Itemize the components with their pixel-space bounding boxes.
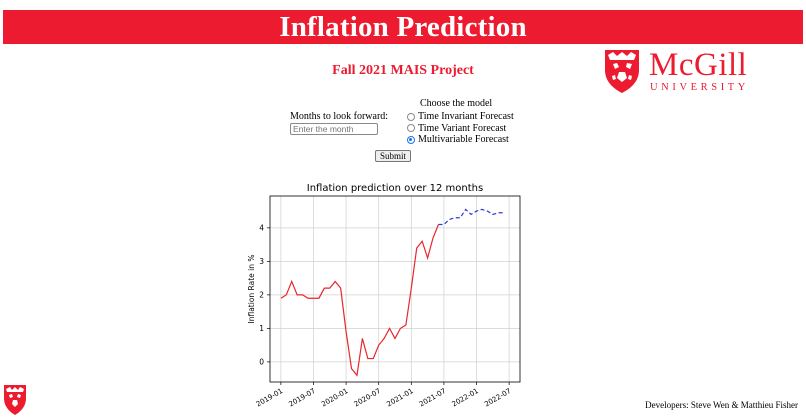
months-form: Months to look forward: <box>290 111 388 135</box>
radio-time-variant[interactable] <box>407 124 415 133</box>
x-tick-label: 2020-01 <box>320 387 349 409</box>
logo-wordmark: McGill <box>649 47 748 83</box>
model-selector: Choose the model Time Invariant Forecast… <box>407 98 514 146</box>
option-multivariable[interactable]: Multivariable Forecast <box>407 134 514 146</box>
y-tick-label: 0 <box>259 357 264 366</box>
option-label: Time Invariant Forecast <box>418 111 514 123</box>
forecast-series-line <box>438 208 504 226</box>
model-label: Choose the model <box>420 98 493 109</box>
title-bar: Inflation Prediction <box>3 10 803 44</box>
x-tick-label: 2019-07 <box>288 387 317 409</box>
x-tick-label: 2021-07 <box>418 387 447 409</box>
option-label: Multivariable Forecast <box>418 134 509 146</box>
y-tick-label: 4 <box>259 223 264 232</box>
option-time-invariant[interactable]: Time Invariant Forecast <box>407 111 514 123</box>
y-tick-label: 3 <box>259 257 264 266</box>
history-series-line <box>280 224 440 377</box>
mcgill-small-shield-icon <box>4 385 26 415</box>
y-tick-label: 2 <box>259 290 264 299</box>
radio-multivariable[interactable] <box>407 135 415 144</box>
project-subtitle: Fall 2021 MAIS Project <box>332 63 474 78</box>
plot-frame <box>269 195 521 383</box>
logo-subtext: UNIVERSITY <box>650 82 749 93</box>
x-tick-label: 2022-01 <box>451 387 480 409</box>
y-tick-label: 1 <box>259 324 264 333</box>
inflation-chart: Inflation prediction over 12 months Infl… <box>247 183 521 409</box>
months-input[interactable] <box>290 123 378 135</box>
x-tick-label: 2020-07 <box>353 387 382 409</box>
mcgill-shield-icon <box>605 50 639 93</box>
option-time-variant[interactable]: Time Variant Forecast <box>407 123 514 135</box>
developer-credits: Developers: Steve Wen & Matthieu Fisher <box>645 400 798 410</box>
chart-y-axis-label: Inflation Rate in % <box>247 255 256 324</box>
months-label: Months to look forward: <box>290 111 389 122</box>
option-label: Time Variant Forecast <box>418 122 507 134</box>
page-title: Inflation Prediction <box>279 10 527 43</box>
x-tick-label: 2022-07 <box>483 387 512 409</box>
x-tick-label: 2021-01 <box>385 387 414 409</box>
x-tick-label: 2019-01 <box>255 387 284 409</box>
radio-time-invariant[interactable] <box>407 112 415 121</box>
chart-title: Inflation prediction over 12 months <box>307 183 483 194</box>
submit-button[interactable]: Submit <box>375 150 412 162</box>
mcgill-logo: McGill UNIVERSITY <box>603 48 763 98</box>
